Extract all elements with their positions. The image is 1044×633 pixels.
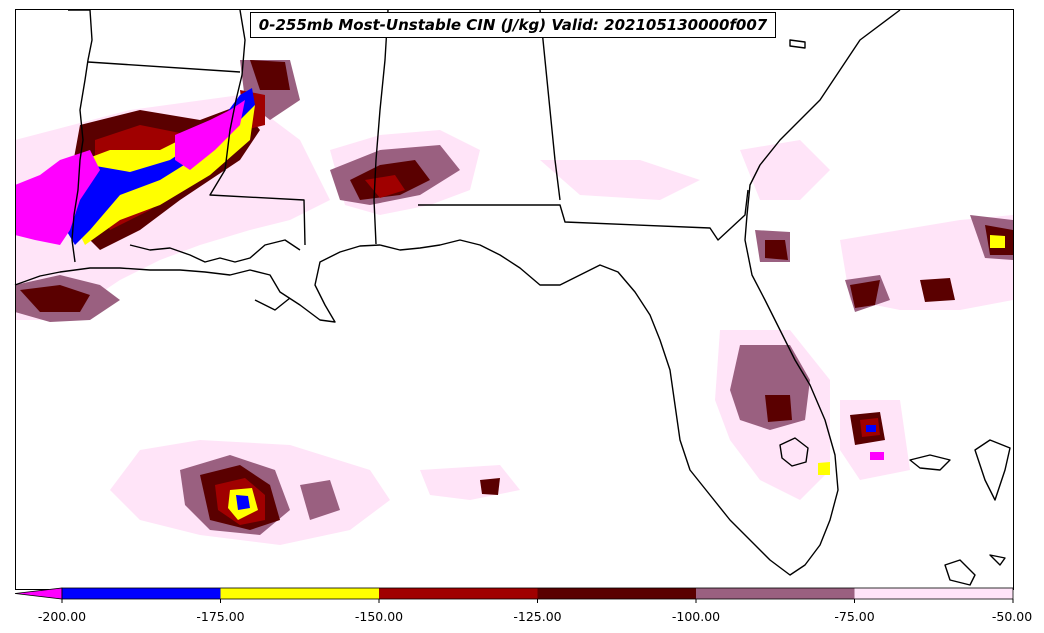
colorbar-bin-0: [62, 588, 221, 599]
colorbar-tick-label: -175.00: [196, 609, 245, 624]
colorbar-bin-5: [854, 588, 1013, 599]
coastlines-and-borders: [14, 9, 1011, 586]
colorbar-tick-label: -125.00: [513, 609, 562, 624]
colorbar-bin-3: [537, 588, 696, 599]
colorbar: [14, 587, 1014, 603]
cin-shading: [15, 60, 1013, 545]
colorbar-tick-label: -100.00: [671, 609, 721, 624]
colorbar-tick-label: -200.00: [37, 609, 87, 624]
map-title: 0-255mb Most-Unstable CIN (J/kg) Valid: …: [250, 12, 776, 38]
colorbar-bin-4: [696, 588, 855, 599]
colorbar-bin-1: [220, 588, 379, 599]
colorbar-tick-label: -75.00: [834, 609, 875, 624]
colorbar-bin-2: [379, 588, 538, 599]
colorbar-tick-label: -150.00: [354, 609, 404, 624]
colorbar-tick-label: -50.00: [991, 609, 1033, 624]
